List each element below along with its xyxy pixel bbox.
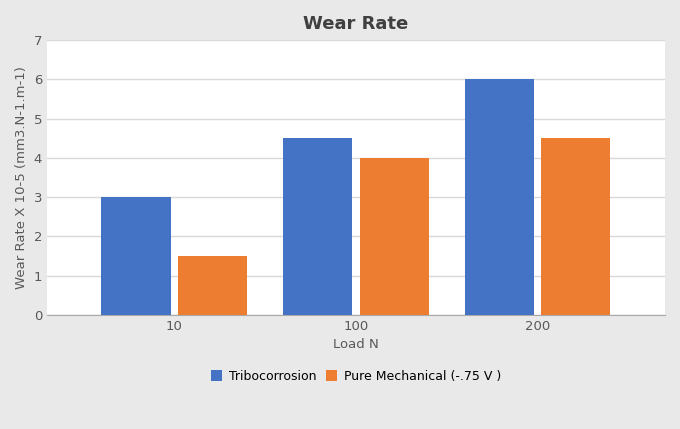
Bar: [284, 138, 352, 315]
Bar: [101, 197, 171, 315]
Title: Wear Rate: Wear Rate: [303, 15, 409, 33]
Bar: [177, 256, 247, 315]
Bar: [360, 158, 428, 315]
Y-axis label: Wear Rate X 10-5 (mm3.N-1.m-1): Wear Rate X 10-5 (mm3.N-1.m-1): [15, 66, 28, 289]
Bar: [541, 138, 611, 315]
Legend: Tribocorrosion, Pure Mechanical (-.75 V ): Tribocorrosion, Pure Mechanical (-.75 V …: [206, 365, 506, 388]
X-axis label: Load N: Load N: [333, 338, 379, 351]
Bar: [465, 79, 534, 315]
